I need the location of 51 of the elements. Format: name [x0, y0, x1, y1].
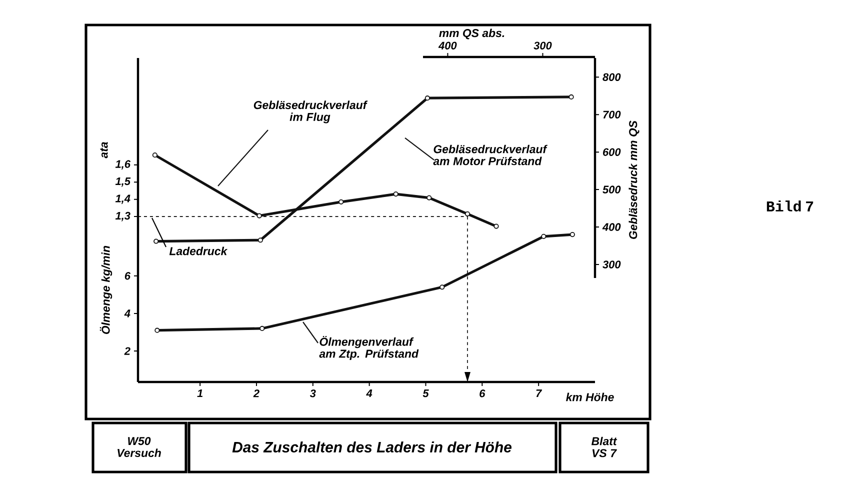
x-tick-label: 3 — [310, 390, 316, 398]
y2-tick-label: 700 — [603, 110, 621, 118]
text: Blatt VS 7 — [591, 436, 618, 458]
series-label: Ölmengenverlauf am Ztp. Prüfstand — [319, 336, 419, 360]
x-tick-label: 1 — [197, 390, 203, 398]
point — [338, 199, 344, 204]
point — [154, 238, 159, 244]
text: Gebläsedruckverlauf im Flug — [254, 100, 368, 124]
point — [541, 234, 546, 239]
ref-line-label: Ladedruck — [169, 246, 228, 256]
text: Das Zuschalten des Laders in der Höhe — [232, 442, 512, 452]
point — [426, 195, 432, 200]
y3-tick-label: 1,3 — [115, 212, 130, 222]
y3-tick-label: 1,5 — [115, 177, 131, 187]
y-axis-title: Ölmenge kg/min — [100, 246, 112, 334]
point — [424, 96, 430, 101]
y3-axis-title: ata — [100, 142, 108, 158]
y2-tick-label: 600 — [603, 148, 621, 156]
point — [393, 192, 398, 197]
y-tick-label: 2 — [124, 347, 130, 355]
y2-tick-label: 300 — [602, 260, 621, 268]
point — [154, 328, 160, 333]
y2-tick-label: 500 — [602, 186, 621, 194]
point — [494, 224, 499, 229]
point — [570, 232, 575, 238]
y-tick-label: 6 — [124, 272, 131, 280]
x2-tick-label: 300 — [534, 42, 552, 50]
point — [440, 284, 445, 290]
x2-axis-title: mm QS abs. — [439, 28, 504, 40]
point — [256, 213, 262, 218]
y-tick-label: 4 — [124, 310, 130, 318]
x-tick-label: 2 — [253, 390, 260, 398]
point — [464, 211, 470, 216]
x-tick-label: 6 — [480, 390, 486, 398]
y3-tick-label: 1,4 — [115, 194, 130, 204]
point — [152, 152, 158, 158]
text: W50 Versuch — [118, 436, 161, 458]
x-axis-title: km Höhe — [566, 392, 614, 402]
y2-tick-label: 800 — [602, 73, 621, 81]
x-tick-label: 5 — [422, 390, 429, 398]
point — [260, 326, 265, 332]
x-tick-label: 7 — [536, 390, 542, 398]
legend-label: Gebläsedruckverlauf am Motor Prüfstand — [433, 144, 548, 166]
x-tick-label: 4 — [366, 390, 372, 398]
y3-tick-label: 1,6 — [115, 160, 131, 170]
point — [258, 238, 263, 243]
y2-axis-title: Gebläsedruck mm QS — [628, 120, 640, 239]
x2-tick-label: 400 — [438, 42, 457, 50]
y2-tick-label: 400 — [602, 223, 621, 231]
text: Bild 7 — [766, 200, 814, 212]
point — [568, 94, 574, 100]
